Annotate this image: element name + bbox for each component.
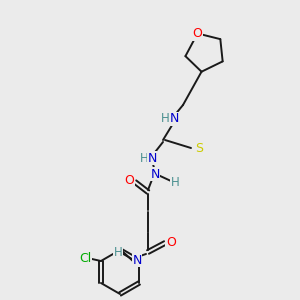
Text: H: H (114, 247, 122, 260)
Text: H: H (140, 152, 148, 164)
Text: O: O (193, 27, 202, 40)
Text: N: N (132, 254, 142, 266)
Text: S: S (195, 142, 203, 154)
Text: H: H (160, 112, 169, 125)
Text: N: N (169, 112, 179, 125)
Text: H: H (171, 176, 179, 188)
Text: Cl: Cl (79, 251, 91, 265)
Text: N: N (150, 167, 160, 181)
Text: N: N (147, 152, 157, 164)
Text: O: O (166, 236, 176, 248)
Text: O: O (124, 175, 134, 188)
